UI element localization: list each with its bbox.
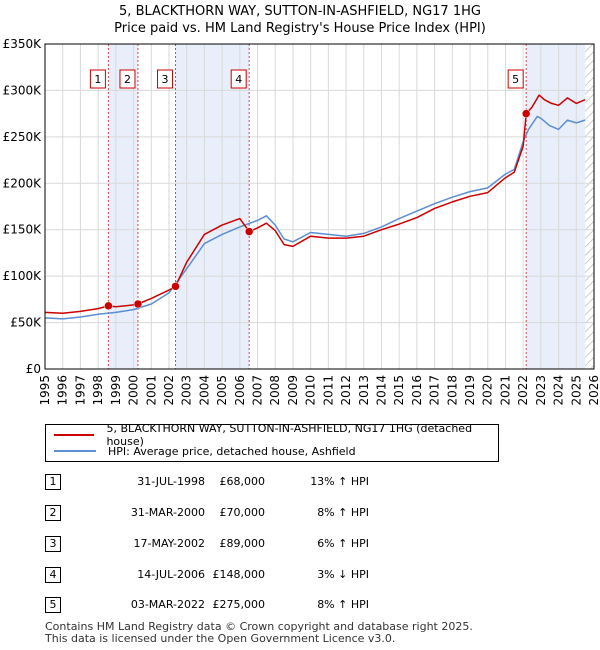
plot-frame — [44, 43, 595, 370]
table-row: 5 03-MAR-2022 £275,000 8% ↑ HPI — [45, 597, 565, 617]
sale-date: 14-JUL-2006 — [137, 568, 205, 581]
x-tick-label: 2026 — [587, 375, 600, 406]
y-tick-label: £350K — [3, 37, 43, 51]
y-tick-label: £0 — [26, 362, 41, 376]
x-tick-label: 2012 — [339, 375, 353, 406]
sale-label-box — [507, 69, 524, 89]
x-tick-label: 2007 — [251, 375, 265, 406]
x-tick-label: 2009 — [286, 375, 300, 406]
shaded-band — [175, 44, 250, 369]
legend-swatch-price — [54, 434, 95, 436]
sale-number-badge: 5 — [45, 597, 61, 613]
x-tick-label: 2018 — [445, 375, 459, 406]
y-tick-label: £50K — [10, 316, 42, 330]
x-tick-label: 2013 — [357, 375, 371, 406]
x-tick-label: 2005 — [215, 375, 229, 406]
sale-price: £89,000 — [219, 537, 266, 550]
legend-item-hpi: HPI: Average price, detached house, Ashf… — [54, 443, 356, 459]
x-tick-label: 2016 — [410, 375, 424, 406]
x-tick-label: 2019 — [463, 375, 477, 406]
x-tick-label: 2008 — [268, 375, 282, 406]
sale-point — [104, 301, 113, 311]
x-tick-label: 1998 — [91, 375, 105, 406]
sale-point — [171, 282, 180, 291]
sale-number-badge: 3 — [45, 536, 61, 552]
sale-label: 1 — [94, 73, 101, 86]
sale-point — [521, 109, 531, 118]
sale-label: 2 — [124, 73, 131, 86]
shaded-band — [526, 44, 586, 369]
sale-point — [244, 227, 254, 236]
chart-subtitle: Price paid vs. HM Land Registry's House … — [114, 21, 486, 36]
x-tick-label: 2025 — [569, 375, 583, 406]
legend-label-price: 5, BLACKTHORN WAY, SUTTON-IN-ASHFIELD, N… — [106, 422, 473, 448]
legend-item-price: 5, BLACKTHORN WAY, SUTTON-IN-ASHFIELD, N… — [54, 422, 498, 448]
x-tick-label: 2000 — [127, 375, 141, 406]
x-tick-label: 1995 — [38, 375, 52, 406]
sale-hpi-diff: 8% ↑ HPI — [317, 506, 369, 519]
legend-swatch-hpi — [54, 450, 96, 452]
x-tick-label: 1996 — [56, 375, 70, 406]
footer-license: This data is licensed under the Open Gov… — [45, 632, 396, 645]
legend: 5, BLACKTHORN WAY, SUTTON-IN-ASHFIELD, N… — [45, 422, 499, 462]
x-tick-label: 1997 — [73, 375, 87, 406]
table-row: 1 31-JUL-1998 £68,000 13% ↑ HPI — [45, 474, 565, 494]
sale-price: £275,000 — [212, 598, 266, 611]
sale-label: 4 — [235, 73, 242, 86]
sale-hpi-diff: 3% ↓ HPI — [317, 568, 369, 581]
sale-hpi-diff: 6% ↑ HPI — [317, 537, 369, 550]
sale-hpi-diff: 13% ↑ HPI — [310, 475, 369, 488]
sale-date: 31-MAR-2000 — [130, 506, 205, 519]
sale-number-badge: 2 — [45, 505, 61, 521]
x-tick-label: 2023 — [534, 375, 548, 406]
price-chart: £0 £50K £100K £150K £200K £250K £300K £350K 1995… — [3, 37, 600, 406]
x-tick-label: 2015 — [392, 375, 406, 406]
sale-price: £68,000 — [219, 475, 266, 488]
x-tick-label: 2017 — [428, 375, 442, 406]
y-tick-label: £200K — [3, 176, 43, 190]
sale-number-badge: 4 — [45, 567, 61, 583]
sale-hpi-diff: 8% ↑ HPI — [317, 598, 369, 611]
sale-price: £70,000 — [219, 506, 266, 519]
y-tick-label: £300K — [3, 83, 43, 97]
x-tick-label: 1999 — [109, 375, 123, 406]
sale-date: 17-MAY-2002 — [133, 537, 205, 550]
x-tick-label: 2001 — [144, 375, 158, 406]
x-tick-label: 2006 — [233, 375, 247, 406]
sale-price: £148,000 — [212, 568, 266, 581]
table-row: 3 17-MAY-2002 £89,000 6% ↑ HPI — [45, 536, 565, 556]
legend-label-hpi: HPI: Average price, detached house, Ashf… — [108, 444, 356, 458]
sale-date: 03-MAR-2022 — [130, 598, 205, 611]
sale-label-box — [157, 69, 174, 89]
shaded-band — [108, 44, 138, 369]
sale-date: 31-JUL-1998 — [137, 475, 205, 488]
sale-point — [133, 299, 143, 309]
x-tick-label: 2003 — [180, 375, 194, 406]
table-row: 4 14-JUL-2006 £148,000 3% ↓ HPI — [45, 567, 565, 587]
x-tick-label: 2022 — [516, 375, 530, 406]
x-tick-label: 2002 — [162, 375, 176, 406]
x-tick-label: 2011 — [321, 375, 335, 406]
table-row: 2 31-MAR-2000 £70,000 8% ↑ HPI — [45, 505, 565, 525]
sale-label-box — [119, 69, 136, 89]
y-tick-label: £150K — [3, 223, 43, 237]
x-tick-label: 2010 — [304, 375, 318, 406]
x-tick-label: 2020 — [481, 375, 495, 406]
footer-copyright: Contains HM Land Registry data © Crown c… — [45, 620, 473, 633]
x-tick-label: 2014 — [374, 375, 388, 406]
chart-title: 5, BLACKTHORN WAY, SUTTON-IN-ASHFIELD, N… — [119, 4, 481, 19]
y-tick-label: £250K — [3, 130, 43, 144]
sale-label-box — [230, 69, 247, 89]
x-tick-label: 2021 — [498, 375, 512, 406]
sale-label-box — [89, 69, 106, 89]
x-tick-label: 2004 — [197, 375, 211, 406]
sale-label: 3 — [162, 73, 169, 86]
sale-number-badge: 1 — [45, 474, 61, 490]
hpi-line — [44, 115, 586, 320]
forecast-hatch — [585, 44, 594, 369]
x-tick-label: 2024 — [552, 375, 566, 406]
y-tick-label: £100K — [3, 269, 43, 283]
sale-label: 5 — [512, 73, 519, 86]
